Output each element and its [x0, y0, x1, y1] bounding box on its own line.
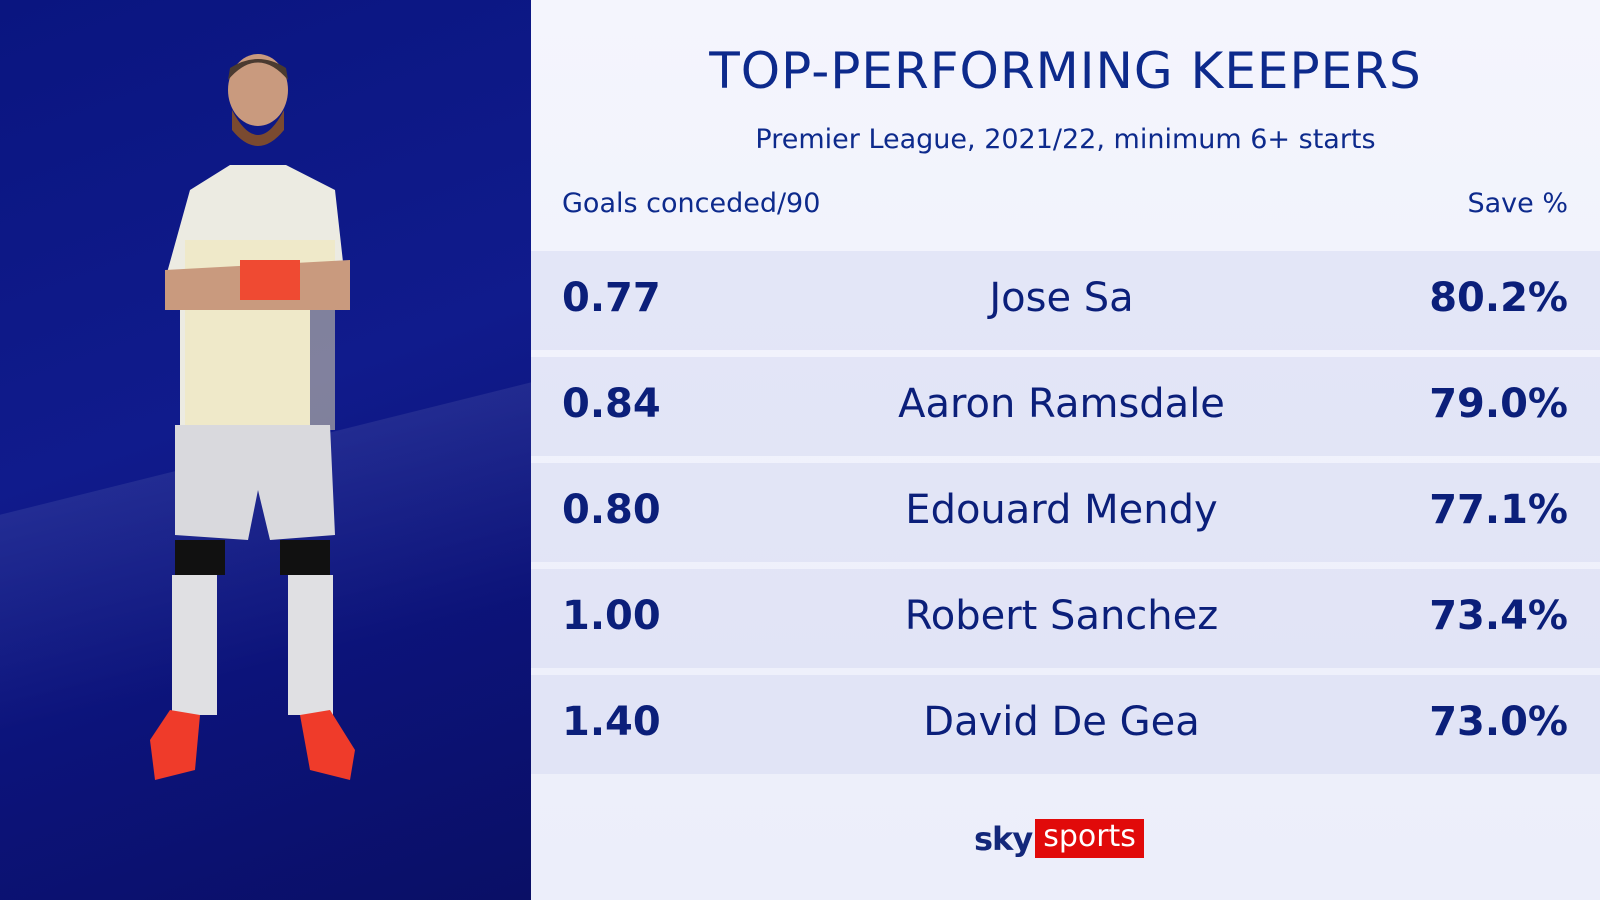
- goals-conceded-value: 0.77: [562, 275, 661, 321]
- logo-sports: sports: [1035, 819, 1144, 858]
- keeper-name: Aaron Ramsdale: [898, 381, 1225, 427]
- save-pct-value: 77.1%: [1429, 487, 1568, 533]
- goals-conceded-value: 0.80: [562, 487, 661, 533]
- table-row: 0.77 Jose Sa 80.2%: [531, 251, 1600, 350]
- subtitle: Premier League, 2021/22, minimum 6+ star…: [755, 124, 1376, 155]
- sky-sports-logo: sky sports: [974, 819, 1144, 858]
- goals-conceded-value: 1.00: [562, 593, 661, 639]
- stats-panel: TOP-PERFORMING KEEPERS Premier League, 2…: [531, 0, 1600, 900]
- column-header-goals-conceded: Goals conceded/90: [562, 188, 821, 219]
- column-header-save-pct: Save %: [1467, 188, 1568, 219]
- keeper-name: Jose Sa: [989, 275, 1134, 321]
- keeper-name: Edouard Mendy: [905, 487, 1218, 533]
- save-pct-value: 79.0%: [1429, 381, 1568, 427]
- table-row: 0.84 Aaron Ramsdale 79.0%: [531, 357, 1600, 456]
- keeper-name: David De Gea: [923, 699, 1200, 745]
- save-pct-value: 73.0%: [1429, 699, 1568, 745]
- save-pct-value: 73.4%: [1429, 593, 1568, 639]
- keeper-name: Robert Sanchez: [904, 593, 1219, 639]
- player-panel: [0, 0, 531, 900]
- logo-sky: sky: [974, 819, 1033, 858]
- table-row: 1.40 David De Gea 73.0%: [531, 675, 1600, 774]
- page-title: TOP-PERFORMING KEEPERS: [709, 42, 1422, 100]
- goals-conceded-value: 1.40: [562, 699, 661, 745]
- goalkeeper-photo: [150, 54, 355, 780]
- table-row: 1.00 Robert Sanchez 73.4%: [531, 569, 1600, 668]
- save-pct-value: 80.2%: [1429, 275, 1568, 321]
- goals-conceded-value: 0.84: [562, 381, 661, 427]
- table-row: 0.80 Edouard Mendy 77.1%: [531, 463, 1600, 562]
